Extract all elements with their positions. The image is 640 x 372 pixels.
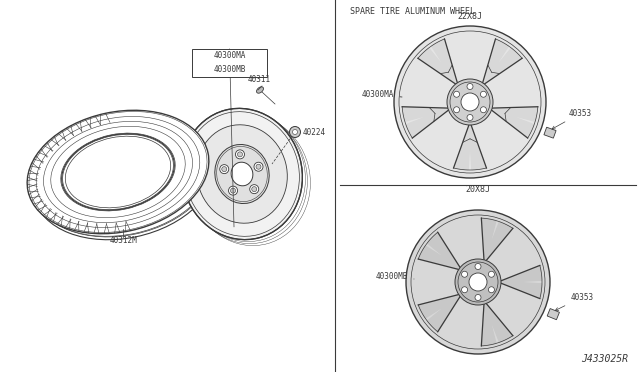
Ellipse shape — [61, 134, 174, 210]
Circle shape — [230, 188, 236, 193]
Ellipse shape — [33, 115, 212, 236]
Text: 22X8J: 22X8J — [458, 12, 483, 21]
Bar — [192, 49, 267, 77]
Circle shape — [450, 82, 490, 122]
Text: 40300MB: 40300MB — [213, 65, 246, 74]
Polygon shape — [402, 107, 451, 138]
Text: 40300MB: 40300MB — [376, 272, 414, 281]
Text: 40311: 40311 — [248, 75, 271, 84]
Ellipse shape — [33, 116, 215, 240]
Circle shape — [254, 162, 263, 171]
Text: 40300MA: 40300MA — [213, 51, 246, 60]
Circle shape — [220, 165, 228, 174]
Circle shape — [289, 126, 301, 138]
Circle shape — [475, 295, 481, 301]
Ellipse shape — [257, 87, 264, 93]
Ellipse shape — [34, 115, 214, 237]
Circle shape — [454, 91, 460, 97]
Polygon shape — [418, 39, 458, 86]
Circle shape — [461, 93, 479, 111]
Polygon shape — [482, 39, 522, 86]
Polygon shape — [481, 301, 513, 346]
Circle shape — [256, 164, 261, 169]
Circle shape — [406, 210, 550, 354]
Circle shape — [461, 287, 468, 293]
Text: 20X8J: 20X8J — [465, 185, 490, 194]
Ellipse shape — [32, 114, 212, 236]
Polygon shape — [481, 218, 513, 263]
Circle shape — [221, 167, 227, 171]
Circle shape — [250, 185, 259, 194]
Bar — [547, 308, 559, 320]
Circle shape — [394, 26, 546, 178]
Circle shape — [488, 271, 495, 277]
Circle shape — [481, 91, 486, 97]
Ellipse shape — [31, 114, 211, 235]
Text: 40312M: 40312M — [109, 236, 137, 245]
Circle shape — [461, 271, 468, 277]
Ellipse shape — [65, 136, 171, 208]
Bar — [544, 127, 556, 138]
Ellipse shape — [31, 113, 211, 234]
Ellipse shape — [29, 112, 209, 234]
Circle shape — [458, 262, 498, 302]
Ellipse shape — [231, 162, 253, 186]
Ellipse shape — [68, 139, 177, 213]
Ellipse shape — [29, 112, 209, 233]
Circle shape — [252, 187, 257, 192]
Circle shape — [455, 259, 501, 305]
Circle shape — [447, 79, 493, 125]
Circle shape — [467, 115, 473, 121]
Text: J433025R: J433025R — [581, 354, 628, 364]
Polygon shape — [454, 122, 486, 170]
Circle shape — [467, 83, 473, 90]
Circle shape — [481, 107, 486, 113]
Circle shape — [475, 263, 481, 269]
Text: SPARE TIRE ALUMINUM WHEEL: SPARE TIRE ALUMINUM WHEEL — [350, 7, 475, 16]
Polygon shape — [498, 266, 542, 299]
Polygon shape — [419, 294, 462, 332]
Circle shape — [228, 186, 237, 195]
Circle shape — [292, 129, 298, 135]
Ellipse shape — [27, 110, 209, 234]
Circle shape — [237, 152, 243, 157]
Polygon shape — [419, 232, 462, 270]
Circle shape — [469, 273, 487, 291]
Polygon shape — [489, 107, 538, 138]
Ellipse shape — [182, 108, 303, 240]
Circle shape — [236, 150, 244, 159]
Circle shape — [454, 107, 460, 113]
Text: 40300MA: 40300MA — [362, 90, 402, 99]
Text: 40353: 40353 — [552, 109, 592, 129]
Ellipse shape — [215, 144, 269, 203]
Circle shape — [488, 287, 495, 293]
Text: 40353: 40353 — [556, 293, 593, 310]
Ellipse shape — [196, 125, 287, 223]
Text: 40224: 40224 — [303, 128, 326, 137]
